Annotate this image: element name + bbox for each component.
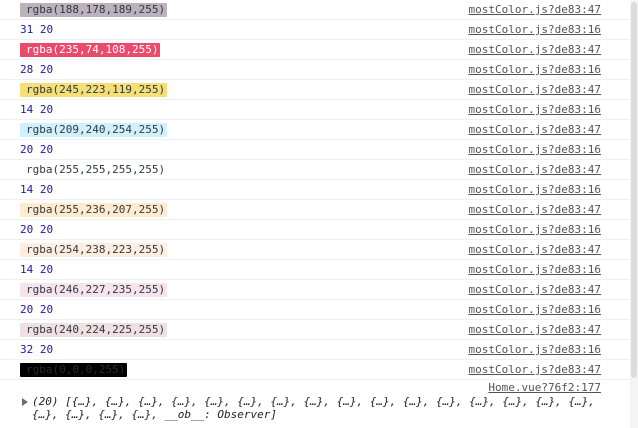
console-message-row: 31 20 mostColor.js?de83:16	[0, 20, 638, 40]
array-preview-line-1: (20) [{…}, {…}, {…}, {…}, {…}, {…}, {…},…	[32, 395, 595, 408]
color-chip: rgba(209,240,254,255)	[20, 123, 168, 137]
color-chip: rgba(235,74,108,255)	[20, 43, 161, 57]
source-link[interactable]: mostColor.js?de83:16	[468, 143, 601, 156]
source-link[interactable]: mostColor.js?de83:47	[468, 323, 601, 336]
console-message-row: 32 20 mostColor.js?de83:16	[0, 340, 638, 360]
console-message-row: 20 20 mostColor.js?de83:16	[0, 300, 638, 320]
console-message-row: 14 20 mostColor.js?de83:16	[0, 100, 638, 120]
console-message-row: 20 20 mostColor.js?de83:16	[0, 220, 638, 240]
size-message: 14 20	[20, 103, 54, 116]
source-link[interactable]: mostColor.js?de83:16	[468, 303, 601, 316]
color-swatch-message: rgba(254,238,223,255)	[20, 242, 168, 257]
size-message: 14 20	[20, 183, 54, 196]
source-link[interactable]: mostColor.js?de83:16	[468, 223, 601, 236]
console-message-row: rgba(254,238,223,255) mostColor.js?de83:4…	[0, 240, 638, 260]
source-link[interactable]: mostColor.js?de83:16	[468, 103, 601, 116]
console-message-row: rgba(246,227,235,255) mostColor.js?de83:4…	[0, 280, 638, 300]
source-link[interactable]: mostColor.js?de83:47	[468, 163, 601, 176]
color-chip: rgba(246,227,235,255)	[20, 283, 168, 297]
size-message: 31 20	[20, 23, 54, 36]
console-message-home: Home.vue?76f2:177	[0, 380, 638, 395]
console-message-row: rgba(209,240,254,255) mostColor.js?de83:4…	[0, 120, 638, 140]
console-message-row: 28 20 mostColor.js?de83:16	[0, 60, 638, 80]
source-link[interactable]: mostColor.js?de83:16	[468, 343, 601, 356]
color-swatch-message: rgba(235,74,108,255)	[20, 42, 161, 57]
expand-triangle-icon[interactable]	[22, 398, 28, 406]
console-message-row: rgba(245,223,119,255) mostColor.js?de83:4…	[0, 80, 638, 100]
console-message-row: rgba(0,0,0,255) mostColor.js?de83:47	[0, 360, 638, 380]
color-swatch-message: rgba(246,227,235,255)	[20, 282, 168, 297]
console-message-row: 14 20 mostColor.js?de83:16	[0, 260, 638, 280]
color-chip: rgba(188,178,189,255)	[20, 3, 168, 17]
vertical-scrollbar[interactable]	[630, 0, 638, 428]
scrollbar-thumb[interactable]	[631, 2, 637, 378]
console-message-row: 20 20 mostColor.js?de83:16	[0, 140, 638, 160]
size-message: 20 20	[20, 223, 54, 236]
color-chip: rgba(245,223,119,255)	[20, 83, 168, 97]
color-swatch-message: rgba(255,255,255,255)	[20, 162, 168, 177]
color-swatch-message: rgba(245,223,119,255)	[20, 82, 168, 97]
size-message: 32 20	[20, 343, 54, 356]
color-chip: rgba(0,0,0,255)	[20, 363, 128, 377]
color-swatch-message: rgba(255,236,207,255)	[20, 202, 168, 217]
source-link[interactable]: mostColor.js?de83:47	[468, 123, 601, 136]
console-messages: rgba(188,178,189,255) mostColor.js?de83:4…	[0, 0, 638, 380]
color-swatch-message: rgba(240,224,225,255)	[20, 322, 168, 337]
source-link[interactable]: mostColor.js?de83:16	[468, 23, 601, 36]
console-message-row: rgba(255,236,207,255) mostColor.js?de83:4…	[0, 200, 638, 220]
size-message: 28 20	[20, 63, 54, 76]
source-link[interactable]: mostColor.js?de83:16	[468, 63, 601, 76]
source-link[interactable]: mostColor.js?de83:47	[468, 363, 601, 376]
array-preview-line-2: {…}, {…}, {…}, {…}, __ob__: Observer]	[32, 408, 278, 421]
source-link[interactable]: mostColor.js?de83:47	[468, 43, 601, 56]
console-message-row: 14 20 mostColor.js?de83:16	[0, 180, 638, 200]
color-swatch-message: rgba(209,240,254,255)	[20, 122, 168, 137]
color-chip: rgba(255,255,255,255)	[20, 163, 168, 177]
source-link[interactable]: mostColor.js?de83:16	[468, 263, 601, 276]
source-link[interactable]: mostColor.js?de83:47	[468, 203, 601, 216]
array-log[interactable]: (20) [{…}, {…}, {…}, {…}, {…}, {…}, {…},…	[0, 395, 600, 421]
source-link[interactable]: Home.vue?76f2:177	[488, 381, 601, 394]
source-link[interactable]: mostColor.js?de83:47	[468, 283, 601, 296]
color-chip: rgba(255,236,207,255)	[20, 203, 168, 217]
source-link[interactable]: mostColor.js?de83:47	[468, 3, 601, 16]
console-message-row: rgba(255,255,255,255) mostColor.js?de83:4…	[0, 160, 638, 180]
color-swatch-message: rgba(0,0,0,255)	[20, 362, 128, 377]
source-link[interactable]: mostColor.js?de83:16	[468, 183, 601, 196]
color-chip: rgba(240,224,225,255)	[20, 323, 168, 337]
color-chip: rgba(254,238,223,255)	[20, 243, 168, 257]
size-message: 14 20	[20, 263, 54, 276]
color-swatch-message: rgba(188,178,189,255)	[20, 2, 168, 17]
size-message: 20 20	[20, 143, 54, 156]
size-message: 20 20	[20, 303, 54, 316]
console-message-row: rgba(240,224,225,255) mostColor.js?de83:4…	[0, 320, 638, 340]
console-message-row: rgba(188,178,189,255) mostColor.js?de83:4…	[0, 0, 638, 20]
source-link[interactable]: mostColor.js?de83:47	[468, 83, 601, 96]
console-message-row: rgba(235,74,108,255) mostColor.js?de83:47	[0, 40, 638, 60]
source-link[interactable]: mostColor.js?de83:47	[468, 243, 601, 256]
